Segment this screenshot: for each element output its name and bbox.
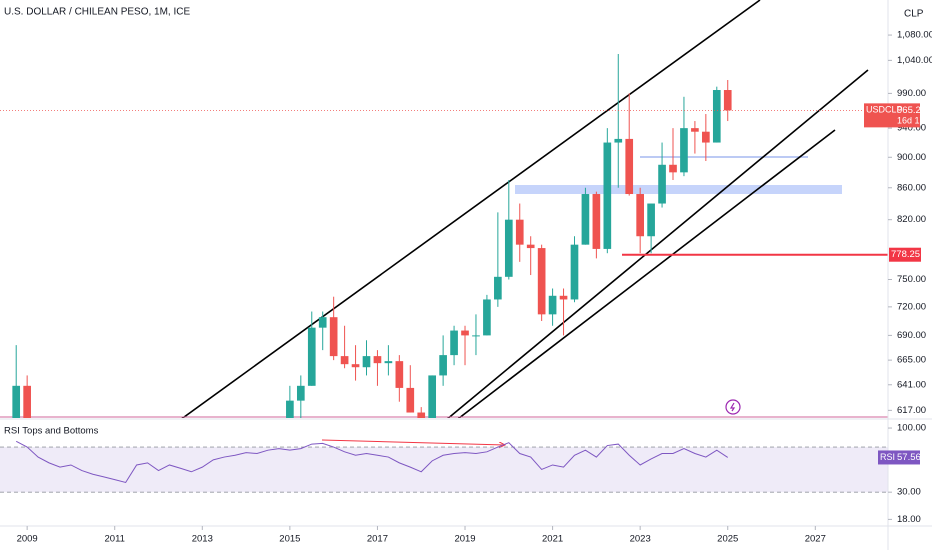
symbol-label: USDCLP — [866, 105, 903, 115]
y-tick-label: 665.00 — [897, 355, 926, 366]
price-label-bg — [889, 247, 921, 262]
trendline — [181, 0, 761, 418]
candle-body — [340, 356, 349, 365]
candle-body — [625, 138, 634, 195]
y-tick-label: 820.00 — [897, 214, 926, 225]
candle-body — [428, 375, 437, 418]
x-tick-label: 2017 — [367, 534, 388, 545]
candle-body — [504, 219, 513, 277]
candle-body — [307, 327, 316, 386]
candle-body — [581, 194, 590, 245]
candle-body — [362, 356, 371, 368]
event-icon[interactable] — [725, 399, 741, 415]
rsi-value-label: 57.56 — [897, 452, 921, 463]
candle-body — [12, 385, 21, 418]
candle-body — [483, 299, 491, 336]
candle-body — [395, 361, 404, 388]
rsi-pane — [0, 439, 888, 493]
candle-body — [373, 356, 382, 364]
candle-body — [450, 330, 458, 356]
x-tick-label: 2015 — [279, 534, 300, 545]
candle-body — [647, 203, 655, 237]
candle-body — [439, 355, 447, 376]
candle-body — [669, 164, 677, 173]
y-tick-label: 940.00 — [897, 123, 926, 134]
candle-body — [723, 90, 732, 111]
candle-body — [494, 276, 502, 300]
x-tick-label: 2013 — [192, 534, 213, 545]
y-tick-label: 30.00 — [897, 487, 921, 498]
y-tick-label: 690.00 — [897, 330, 926, 341]
rsi-band — [0, 447, 888, 493]
indicator-title: RSI Tops and Bottoms — [4, 426, 99, 437]
candle-body — [296, 385, 305, 401]
candle-body — [329, 317, 338, 357]
x-tick-label: 2025 — [717, 534, 738, 545]
arrow-drawing — [321, 439, 505, 445]
candle-body — [559, 295, 568, 300]
candle-body — [318, 317, 327, 328]
trendline — [447, 69, 869, 418]
candle-body — [515, 219, 524, 245]
y-tick-label: 990.00 — [897, 88, 926, 99]
candle-body — [712, 90, 721, 143]
y-tick-label: 1,080.00 — [897, 30, 932, 41]
candle-body — [406, 387, 415, 413]
price-label: 778.25 — [891, 249, 920, 260]
candle-body — [23, 385, 31, 418]
x-tick-label: 2021 — [542, 534, 563, 545]
candle-body — [614, 138, 623, 143]
candle-body — [680, 128, 688, 173]
trendline — [457, 129, 836, 418]
x-tick-label: 2023 — [630, 534, 651, 545]
countdown-label: 16d 17h — [897, 116, 930, 126]
y-tick-label: 100.00 — [897, 423, 926, 434]
y-tick-label: 1,040.00 — [897, 55, 932, 66]
candle-body — [526, 244, 535, 249]
candle-body — [603, 142, 612, 249]
candle-body — [472, 335, 480, 337]
rsi-name-label: RSI — [880, 452, 895, 462]
price-pane — [0, 0, 888, 418]
y-tick-label: 641.00 — [897, 379, 926, 390]
x-tick-label: 2019 — [454, 534, 475, 545]
last-price-bg — [864, 103, 920, 128]
y-tick-label: 720.00 — [897, 301, 926, 312]
rsi-line — [15, 440, 729, 484]
candle-body — [592, 194, 601, 249]
currency-label: CLP — [904, 9, 924, 20]
candle-body — [537, 248, 546, 315]
candle-body — [417, 412, 426, 418]
x-tick-label: 2009 — [17, 534, 38, 545]
candle-body — [658, 164, 666, 204]
candle-body — [691, 128, 699, 132]
candle-body — [351, 364, 360, 368]
candle-body — [570, 244, 579, 300]
y-tick-label: 18.00 — [897, 514, 921, 525]
chart-title: U.S. DOLLAR / CHILEAN PESO, 1M, ICE — [4, 7, 190, 18]
y-tick-label: 617.00 — [897, 405, 926, 416]
y-tick-label: 860.00 — [897, 182, 926, 193]
candle-body — [548, 295, 557, 315]
y-tick-label: 900.00 — [897, 152, 926, 163]
candle-body — [702, 131, 710, 143]
candle-body — [636, 194, 644, 237]
x-tick-label: 2027 — [805, 534, 826, 545]
y-tick-label: 750.00 — [897, 274, 926, 285]
candle-body — [384, 361, 393, 364]
last-price-label: 965.25 — [897, 105, 926, 116]
zone — [515, 185, 842, 194]
x-tick-label: 2011 — [105, 534, 125, 545]
candle-body — [461, 330, 469, 336]
candle-body — [286, 400, 294, 418]
rsi-label-bg — [878, 450, 920, 465]
